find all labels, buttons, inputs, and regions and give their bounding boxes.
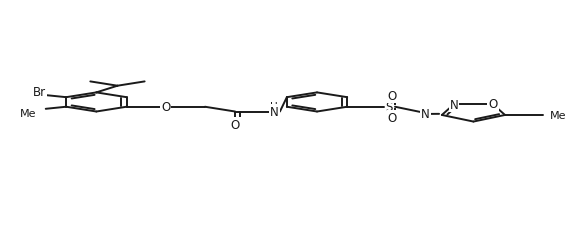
Text: O: O bbox=[161, 101, 170, 114]
Text: N: N bbox=[450, 98, 458, 111]
Text: Br: Br bbox=[32, 86, 46, 99]
Text: O: O bbox=[230, 118, 240, 131]
Text: S: S bbox=[386, 101, 393, 114]
Text: N: N bbox=[421, 108, 430, 121]
Text: Me: Me bbox=[550, 110, 567, 120]
Text: H: H bbox=[422, 106, 429, 115]
Text: O: O bbox=[388, 112, 397, 124]
Text: Me: Me bbox=[20, 108, 36, 118]
Text: N: N bbox=[270, 106, 279, 119]
Text: O: O bbox=[488, 97, 498, 110]
Text: O: O bbox=[388, 90, 397, 103]
Text: H: H bbox=[270, 101, 278, 111]
